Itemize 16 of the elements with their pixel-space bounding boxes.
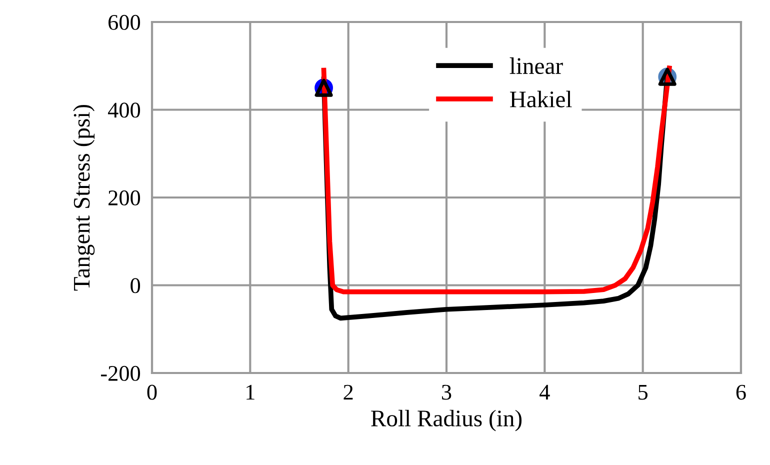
x-tick-label: 1 <box>246 384 254 400</box>
legend-label: Hakiel <box>510 90 572 108</box>
x-tick-label: 2 <box>344 384 353 400</box>
y-tick-label: 400 <box>108 102 140 118</box>
y-tick-label: 0 <box>130 278 140 294</box>
x-tick-label: 4 <box>540 384 550 400</box>
x-tick-label: 3 <box>442 384 452 400</box>
y-axis-title: Tangent Stress (psi) <box>73 104 95 291</box>
x-tick-label: 6 <box>736 384 746 400</box>
x-tick-label: 0 <box>147 384 157 400</box>
x-axis-title: Roll Radius (in) <box>371 410 522 432</box>
y-tick-label: 600 <box>108 14 140 30</box>
legend-label: linear <box>510 57 563 74</box>
y-tick-label: 200 <box>108 190 140 206</box>
x-tick-label: 5 <box>638 384 648 400</box>
y-tick-label: -200 <box>100 366 140 381</box>
